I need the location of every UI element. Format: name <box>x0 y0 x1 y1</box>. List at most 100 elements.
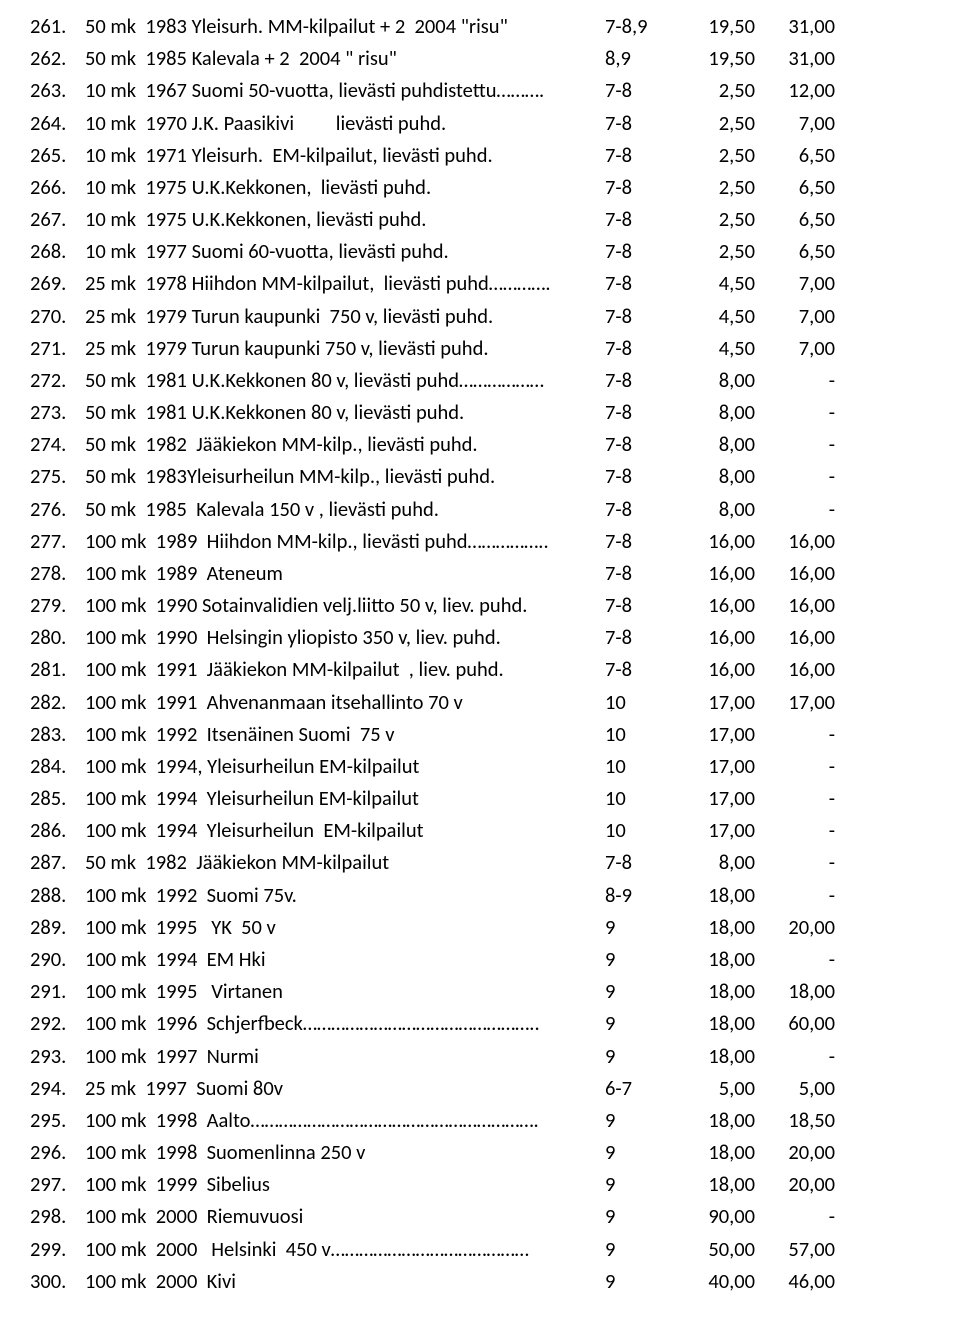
list-row: 291.100 mk 1995 Virtanen918,0018,00 <box>30 975 930 1007</box>
row-description: 100 mk 2000 Helsinki 450 v…………………………………… <box>85 1233 605 1265</box>
row-price-1: 16,00 <box>670 557 755 589</box>
row-grade: 10 <box>605 782 670 814</box>
row-description: 100 mk 1991 Ahvenanmaan itsehallinto 70 … <box>85 686 605 718</box>
row-index: 274. <box>30 428 85 460</box>
list-row: 267.10 mk 1975 U.K.Kekkonen, lievästi pu… <box>30 203 930 235</box>
row-grade: 7-8 <box>605 525 670 557</box>
list-row: 262.50 mk 1985 Kalevala + 2 2004 " risu"… <box>30 42 930 74</box>
row-description: 100 mk 1999 Sibelius <box>85 1168 605 1200</box>
list-row: 270.25 mk 1979 Turun kaupunki 750 v, lie… <box>30 300 930 332</box>
row-index: 277. <box>30 525 85 557</box>
row-price-2: 7,00 <box>755 300 835 332</box>
list-row: 289.100 mk 1995 YK 50 v918,0020,00 <box>30 911 930 943</box>
row-price-2: 6,50 <box>755 139 835 171</box>
row-index: 282. <box>30 686 85 718</box>
row-index: 289. <box>30 911 85 943</box>
row-price-1: 8,00 <box>670 428 755 460</box>
row-price-1: 90,00 <box>670 1200 755 1232</box>
row-index: 294. <box>30 1072 85 1104</box>
list-row: 269.25 mk 1978 Hiihdon MM-kilpailut, lie… <box>30 267 930 299</box>
list-row: 272.50 mk 1981 U.K.Kekkonen 80 v, lieväs… <box>30 364 930 396</box>
row-price-1: 17,00 <box>670 718 755 750</box>
row-grade: 9 <box>605 1104 670 1136</box>
row-price-2: - <box>755 718 835 750</box>
row-price-2: - <box>755 396 835 428</box>
row-price-2: 20,00 <box>755 1168 835 1200</box>
row-price-2: 20,00 <box>755 1136 835 1168</box>
row-index: 287. <box>30 846 85 878</box>
row-price-1: 8,00 <box>670 364 755 396</box>
row-index: 273. <box>30 396 85 428</box>
row-grade: 9 <box>605 1040 670 1072</box>
list-row: 276.50 mk 1985 Kalevala 150 v , lievästi… <box>30 493 930 525</box>
row-index: 284. <box>30 750 85 782</box>
row-price-2: 7,00 <box>755 267 835 299</box>
row-description: 50 mk 1981 U.K.Kekkonen 80 v, lievästi p… <box>85 396 605 428</box>
list-row: 284.100 mk 1994, Yleisurheilun EM-kilpai… <box>30 750 930 782</box>
list-row: 287.50 mk 1982 Jääkiekon MM-kilpailut7-8… <box>30 846 930 878</box>
row-grade: 8,9 <box>605 42 670 74</box>
row-price-2: 31,00 <box>755 42 835 74</box>
row-grade: 10 <box>605 686 670 718</box>
row-price-1: 2,50 <box>670 139 755 171</box>
row-price-2: 7,00 <box>755 107 835 139</box>
row-price-1: 18,00 <box>670 879 755 911</box>
row-description: 100 mk 1994 Yleisurheilun EM-kilpailut <box>85 814 605 846</box>
row-description: 100 mk 1994 EM Hki <box>85 943 605 975</box>
row-price-1: 4,50 <box>670 267 755 299</box>
row-price-2: 16,00 <box>755 621 835 653</box>
row-grade: 9 <box>605 1200 670 1232</box>
row-grade: 10 <box>605 718 670 750</box>
row-price-1: 8,00 <box>670 493 755 525</box>
row-grade: 7-8 <box>605 171 670 203</box>
row-index: 279. <box>30 589 85 621</box>
row-grade: 7-8 <box>605 139 670 171</box>
row-index: 272. <box>30 364 85 396</box>
row-price-2: 5,00 <box>755 1072 835 1104</box>
row-index: 300. <box>30 1265 85 1297</box>
row-price-1: 2,50 <box>670 74 755 106</box>
row-price-2: - <box>755 428 835 460</box>
row-index: 285. <box>30 782 85 814</box>
row-price-2: - <box>755 1200 835 1232</box>
row-description: 100 mk 1995 YK 50 v <box>85 911 605 943</box>
row-index: 295. <box>30 1104 85 1136</box>
row-description: 10 mk 1967 Suomi 50-vuotta, lievästi puh… <box>85 74 605 106</box>
row-price-1: 18,00 <box>670 1136 755 1168</box>
row-price-1: 18,00 <box>670 911 755 943</box>
row-index: 267. <box>30 203 85 235</box>
row-grade: 7-8 <box>605 203 670 235</box>
row-index: 275. <box>30 460 85 492</box>
row-grade: 7-8 <box>605 557 670 589</box>
row-description: 100 mk 1990 Helsingin yliopisto 350 v, l… <box>85 621 605 653</box>
list-row: 271.25 mk 1979 Turun kaupunki 750 v, lie… <box>30 332 930 364</box>
row-price-2: - <box>755 493 835 525</box>
list-row: 288.100 mk 1992 Suomi 75v.8-918,00- <box>30 879 930 911</box>
list-row: 300.100 mk 2000 Kivi940,0046,00 <box>30 1265 930 1297</box>
list-row: 261.50 mk 1983 Yleisurh. MM-kilpailut + … <box>30 10 930 42</box>
row-price-2: - <box>755 846 835 878</box>
row-description: 50 mk 1982 Jääkiekon MM-kilp., lievästi … <box>85 428 605 460</box>
row-description: 50 mk 1985 Kalevala 150 v , lievästi puh… <box>85 493 605 525</box>
row-price-1: 8,00 <box>670 460 755 492</box>
row-price-2: - <box>755 782 835 814</box>
list-row: 283.100 mk 1992 Itsenäinen Suomi 75 v101… <box>30 718 930 750</box>
row-grade: 9 <box>605 1265 670 1297</box>
row-index: 276. <box>30 493 85 525</box>
row-grade: 9 <box>605 1007 670 1039</box>
list-row: 278.100 mk 1989 Ateneum7-816,0016,00 <box>30 557 930 589</box>
row-grade: 7-8 <box>605 332 670 364</box>
row-price-2: 6,50 <box>755 235 835 267</box>
list-row: 275.50 mk 1983Yleisurheilun MM-kilp., li… <box>30 460 930 492</box>
row-price-1: 16,00 <box>670 653 755 685</box>
row-description: 50 mk 1985 Kalevala + 2 2004 " risu" <box>85 42 605 74</box>
row-description: 100 mk 1998 Aalto……………………………………………………. <box>85 1104 605 1136</box>
list-row: 279.100 mk 1990 Sotainvalidien velj.liit… <box>30 589 930 621</box>
row-grade: 7-8 <box>605 428 670 460</box>
row-price-2: 7,00 <box>755 332 835 364</box>
list-row: 286.100 mk 1994 Yleisurheilun EM-kilpail… <box>30 814 930 846</box>
row-grade: 6-7 <box>605 1072 670 1104</box>
row-index: 263. <box>30 74 85 106</box>
row-price-1: 4,50 <box>670 300 755 332</box>
row-price-2: 46,00 <box>755 1265 835 1297</box>
